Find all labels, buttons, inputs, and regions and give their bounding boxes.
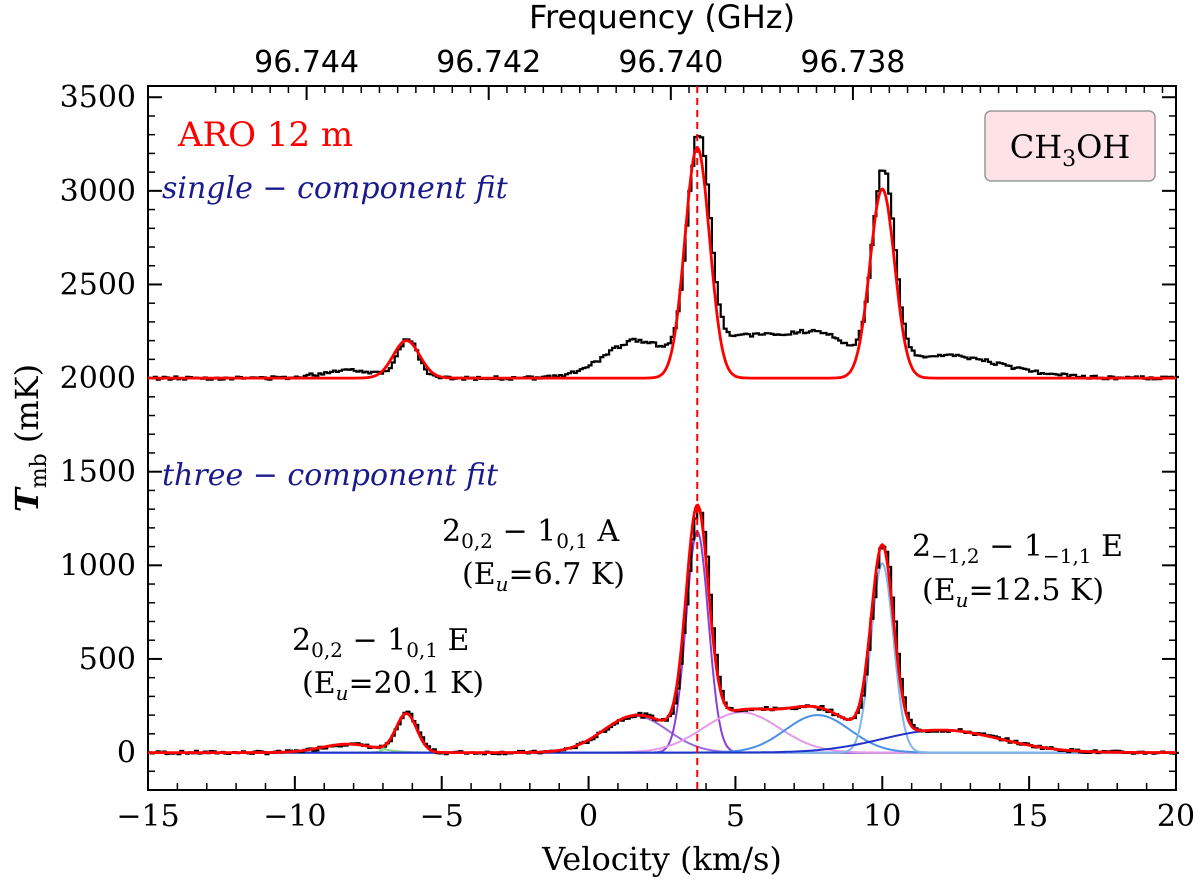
top-tick-label: 96.740 [618,45,723,80]
plot-frame [147,85,1177,791]
observed-spectrum-upper [148,135,1179,381]
x-tick-label: 10 [863,799,901,834]
svg-text:(Eu=20.1 K): (Eu=20.1 K) [302,666,484,705]
y-tick-label: 3000 [60,174,136,209]
x-tick-label: 15 [1010,799,1048,834]
annotation-a-6: 20,2 − 10,1 A (Eu=6.7 K) [442,514,625,596]
y-tick-label: 2000 [60,361,136,396]
fit-component-curve [148,729,1176,754]
svg-text:2−1,2 − 1−1,1 E: 2−1,2 − 1−1,1 E [912,529,1123,568]
y-axis-title-main: T [8,486,46,512]
top-tick-label: 96.742 [436,45,541,80]
x-tick-label: −15 [116,799,179,834]
y-tick-label: 3500 [60,80,136,115]
x-axis-title: Velocity (km/s) [541,840,782,878]
top-tick-labels: 96.744 96.742 96.740 96.738 [254,45,905,80]
y-tick-label: 1000 [60,548,136,583]
top-axis-title: Frequency (GHz) [529,0,795,36]
x-tick-label: 20 [1157,799,1195,834]
svg-text:20,2 − 10,1 A: 20,2 − 10,1 A [442,514,620,553]
y-tick-label: 0 [117,736,136,771]
single-component-fit-upper [148,146,1176,380]
x-tick-label: −10 [263,799,326,834]
annotation-e-20: 20,2 − 10,1 E (Eu=20.1 K) [292,623,484,705]
y-tick-label: 500 [79,642,136,677]
total-fit-lower [148,503,1176,754]
y-tick-label: 1500 [60,455,136,490]
telescope-label: ARO 12 m [177,115,353,155]
species-box [984,110,1156,182]
single-fit-label: single − component fit [162,171,509,206]
y-axis-title-sub: mb [27,453,52,488]
svg-text:Tmb (mK): Tmb (mK) [8,364,52,512]
y-axis-title: Tmb (mK) [8,364,52,512]
y-tick-label: 2500 [60,267,136,302]
x-tick-label: 0 [579,799,598,834]
fit-components [148,530,1176,754]
x-tick-labels: −15 −10 −5 0 5 10 15 20 [116,799,1195,834]
annotation-e-12: 2−1,2 − 1−1,1 E (Eu=12.5 K) [912,529,1123,612]
svg-text:20,2 − 10,1 E: 20,2 − 10,1 E [292,623,469,662]
three-fit-label: three − component fit [162,458,499,493]
species-label: CH3OH [1010,128,1131,172]
x-tick-label: −5 [420,799,464,834]
x-tick-label: 5 [726,799,745,834]
y-tick-labels: 0 500 1000 1500 2000 2500 3000 3500 [60,80,136,770]
top-tick-label: 96.738 [800,45,905,80]
svg-text:(Eu=12.5 K): (Eu=12.5 K) [922,573,1104,612]
svg-text:(Eu=6.7 K): (Eu=6.7 K) [462,557,625,596]
y-axis-title-units: (mK) [8,364,46,453]
top-tick-label: 96.744 [254,45,359,80]
